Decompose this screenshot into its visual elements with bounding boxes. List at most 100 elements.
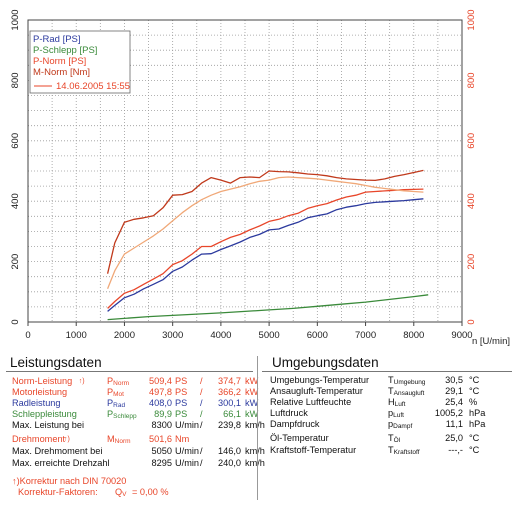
- row-label: Ansaugluft-Temperatur: [270, 386, 363, 396]
- x-tick-label: 5000: [259, 330, 280, 341]
- y-left-tick-label: 200: [10, 254, 21, 270]
- row-unit1: PS: [175, 409, 188, 419]
- row-label: Drehmoment: [12, 434, 66, 444]
- row-symbol-sub: Ansaugluft: [393, 390, 425, 397]
- series-line-5: [106, 176, 424, 290]
- row-symbol-sub: Luft: [393, 412, 404, 419]
- row-label: Luftdruck: [270, 408, 308, 418]
- row-value2: 66,1: [223, 409, 241, 419]
- y-left-tick-label: 800: [10, 72, 21, 88]
- row-symbol-sub: Norm: [114, 438, 131, 445]
- leistung-row: Schleppleistung 89,9 PS / 66,1 kW PSchlepp: [12, 409, 258, 420]
- umgebung-row: Relative Luftfeuchte HLuft 25,4%: [270, 397, 510, 408]
- row-unit: hPa: [469, 419, 486, 429]
- row-unit2: kW: [245, 387, 259, 397]
- row-value: 30,5: [445, 375, 463, 385]
- leistung-row: Motorleistung 497,8 PS / 366,2 kW PMot: [12, 387, 259, 398]
- umgebung-row: Ansaugluft-Temperatur TAnsaugluft 29,1 °C: [270, 386, 510, 397]
- x-axis-label: n [U/min]: [472, 336, 510, 347]
- row-label: Öl-Temperatur: [270, 433, 329, 443]
- row-sep: /: [200, 376, 203, 386]
- row-symbol: pDampf: [388, 419, 412, 432]
- row-unit1: PS: [175, 387, 188, 397]
- x-tick-label: 9000: [451, 330, 472, 341]
- row-sep: /: [200, 398, 203, 408]
- chart-series: [106, 169, 429, 321]
- row-label: Max. Leistung bei: [12, 420, 85, 430]
- row-label: Max. Drehmoment bei: [12, 446, 103, 456]
- row-symbol: PRad: [107, 398, 125, 411]
- leistung-row: Radleistung 408,0 PS / 300,1 kW PRad: [12, 398, 259, 411]
- row-value1: 8295: [151, 458, 172, 468]
- row-symbol: MNorm: [107, 434, 131, 447]
- x-tick-label: 4000: [210, 330, 231, 341]
- footnote-factors-value: = 0,00 %: [132, 487, 169, 497]
- leistung-row: Drehmoment ↑) 501,6 Nm MNorm: [12, 434, 257, 445]
- row-label: Radleistung: [12, 398, 61, 408]
- umgebung-row: Kraftstoff-Temperatur TKraftstoff ---,- °C: [270, 445, 510, 456]
- row-symbol-letter: p: [388, 408, 394, 418]
- y-right-tick-label: 0: [466, 319, 477, 324]
- row-value: ---,-: [448, 445, 463, 455]
- series-line-2: [107, 294, 429, 321]
- row-symbol-letter: P: [107, 409, 114, 419]
- row-symbol-letter: H: [388, 397, 395, 407]
- row-value2: 366,2: [218, 387, 241, 397]
- row-symbol-letter: p: [388, 419, 394, 429]
- row-value2: 239,8: [218, 420, 241, 430]
- row-value2: 146,0: [218, 446, 241, 456]
- row-unit1: Nm: [175, 434, 190, 444]
- y-left-tick-label: 0: [10, 319, 21, 324]
- row-symbol-sub: Kraftstoff: [393, 449, 420, 456]
- footnote-factors-symbol: QV: [115, 487, 127, 500]
- row-value1: 5050: [151, 446, 172, 456]
- qv-sub: V: [122, 491, 127, 498]
- row-symbol: TAnsaugluft: [388, 386, 424, 399]
- series-line-3: [107, 188, 424, 309]
- x-tick-label: 6000: [307, 330, 328, 341]
- row-value2: 300,1: [218, 398, 241, 408]
- row-label: Umgebungs-Temperatur: [270, 375, 370, 385]
- y-right-tick-label: 1000: [466, 9, 477, 30]
- row-unit1: U/min: [175, 446, 199, 456]
- y-left-tick-label: 600: [10, 133, 21, 149]
- x-tick-label: 1000: [66, 330, 87, 341]
- footnote-din-text: ↑)Korrektur nach DIN 70020: [12, 476, 127, 486]
- row-unit: °C: [469, 433, 480, 443]
- row-unit: °C: [469, 375, 480, 385]
- y-right-tick-label: 800: [466, 72, 477, 88]
- row-symbol-letter: M: [107, 434, 115, 444]
- row-label: Norm-Leistung: [12, 376, 73, 386]
- row-symbol-letter: T: [388, 433, 394, 443]
- row-symbol-sub: Mot: [113, 391, 124, 398]
- row-symbol-letter: T: [388, 386, 394, 396]
- row-symbol-letter: P: [107, 387, 114, 397]
- row-unit: °C: [469, 386, 480, 396]
- x-tick-label: 0: [25, 330, 30, 341]
- row-sep: /: [200, 458, 203, 468]
- row-symbol-letter: T: [388, 375, 394, 385]
- row-value1: 497,8: [149, 387, 172, 397]
- row-unit1: PS: [175, 398, 188, 408]
- leistung-row: Max. erreichte Drehzahl 8295 U/min/ 240,0 km…: [12, 458, 265, 469]
- chart-legend: P-Rad [PS]P-Schlepp [PS]P-Norm [PS]M-Nor…: [29, 30, 131, 94]
- x-tick-label: 7000: [355, 330, 376, 341]
- row-value1: 509,4: [149, 376, 172, 386]
- row-symbol-letter: T: [388, 445, 394, 455]
- row-symbol-sub: Umgebung: [393, 379, 426, 386]
- legend-entry: P-Schlepp [PS]: [33, 45, 97, 56]
- row-unit: hPa: [469, 408, 486, 418]
- row-symbol-sub: Dampf: [393, 423, 413, 430]
- row-label: Relative Luftfeuchte: [270, 397, 352, 407]
- row-unit1: U/min: [175, 458, 199, 468]
- row-label: Kraftstoff-Temperatur: [270, 445, 357, 455]
- row-value: 29,1: [445, 386, 463, 396]
- qv-symbol: Q: [115, 487, 123, 497]
- row-unit: %: [469, 397, 478, 407]
- row-unit1: PS: [175, 376, 188, 386]
- series-line-4: [106, 169, 424, 274]
- row-unit2: kW: [245, 398, 259, 408]
- legend-entry: P-Rad [PS]: [33, 34, 81, 45]
- row-sep: /: [200, 420, 203, 430]
